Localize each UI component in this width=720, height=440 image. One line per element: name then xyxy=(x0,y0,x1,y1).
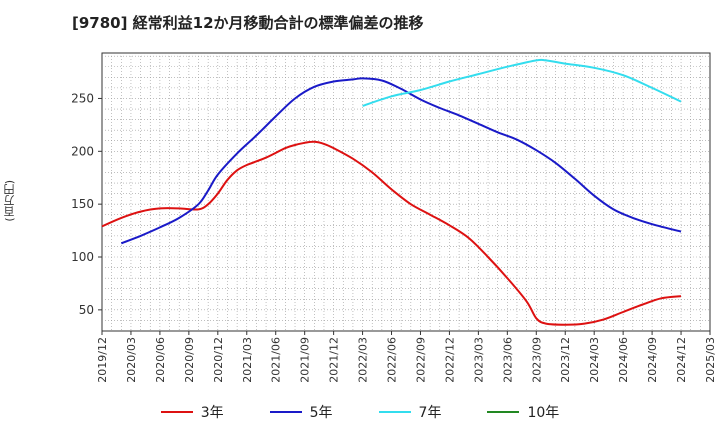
series-line-0 xyxy=(101,140,682,326)
legend-label-7y: 7年 xyxy=(418,405,442,421)
chart-title: [9780] 経常利益12か月移動合計の標準偏差の推移 xyxy=(72,14,424,32)
x-tick-label: 2020/03 xyxy=(125,337,138,383)
series-line-1 xyxy=(120,77,682,245)
legend-swatch-7y xyxy=(378,411,411,413)
x-tick-label: 2024/09 xyxy=(646,337,659,383)
x-tick-label: 2022/09 xyxy=(414,337,427,383)
plot-area xyxy=(101,52,711,332)
x-tick-label: 2020/06 xyxy=(154,337,167,383)
x-tick-label: 2019/12 xyxy=(96,337,109,383)
y-tick-label: 50 xyxy=(79,303,94,317)
legend-item-10y: 10年 xyxy=(487,402,559,422)
x-axis-ticks: 2019/12 2020/03 2020/06 2020/09 2020/12 2021/… xyxy=(96,331,717,383)
x-tick-label: 2024/06 xyxy=(617,337,630,383)
x-tick-label: 2020/09 xyxy=(183,337,196,383)
legend-label-10y: 10年 xyxy=(527,405,560,421)
x-tick-label: 2021/06 xyxy=(270,337,283,383)
x-tick-label: 2025/03 xyxy=(704,337,717,383)
legend-label-3y: 3年 xyxy=(200,405,224,421)
x-tick-label: 2023/12 xyxy=(559,337,572,383)
legend-swatch-10y xyxy=(487,411,520,413)
x-tick-label: 2023/06 xyxy=(501,337,514,383)
y-tick-label: 150 xyxy=(71,197,94,211)
x-tick-label: 2021/12 xyxy=(328,337,341,383)
y-tick-label: 100 xyxy=(71,250,94,264)
legend: 3年 5年 7年 10年 xyxy=(0,402,720,422)
x-tick-label: 2021/03 xyxy=(241,337,254,383)
x-tick-label: 2024/03 xyxy=(588,337,601,383)
horizontal-gridlines xyxy=(102,55,710,321)
legend-label-5y: 5年 xyxy=(309,405,333,421)
x-tick-label: 2020/12 xyxy=(212,337,225,383)
x-tick-label: 2022/03 xyxy=(357,337,370,383)
legend-item-3y: 3年 xyxy=(160,402,224,422)
series-line-2 xyxy=(362,58,682,107)
x-tick-label: 2023/03 xyxy=(472,337,485,383)
legend-item-5y: 5年 xyxy=(269,402,333,422)
series-lines xyxy=(101,58,682,326)
y-tick-label: 250 xyxy=(71,91,94,105)
legend-swatch-5y xyxy=(269,411,302,413)
vertical-gridlines xyxy=(111,53,701,331)
y-axis-ticks: 50 100 150 200 250 xyxy=(71,91,102,317)
legend-item-7y: 7年 xyxy=(378,402,442,422)
legend-swatch-3y xyxy=(160,411,193,413)
x-tick-label: 2021/09 xyxy=(299,337,312,383)
y-tick-label: 200 xyxy=(71,144,94,158)
x-tick-label: 2022/06 xyxy=(386,337,399,383)
x-tick-label: 2024/12 xyxy=(675,337,688,383)
x-tick-label: 2022/12 xyxy=(443,337,456,383)
x-tick-label: 2023/09 xyxy=(530,337,543,383)
